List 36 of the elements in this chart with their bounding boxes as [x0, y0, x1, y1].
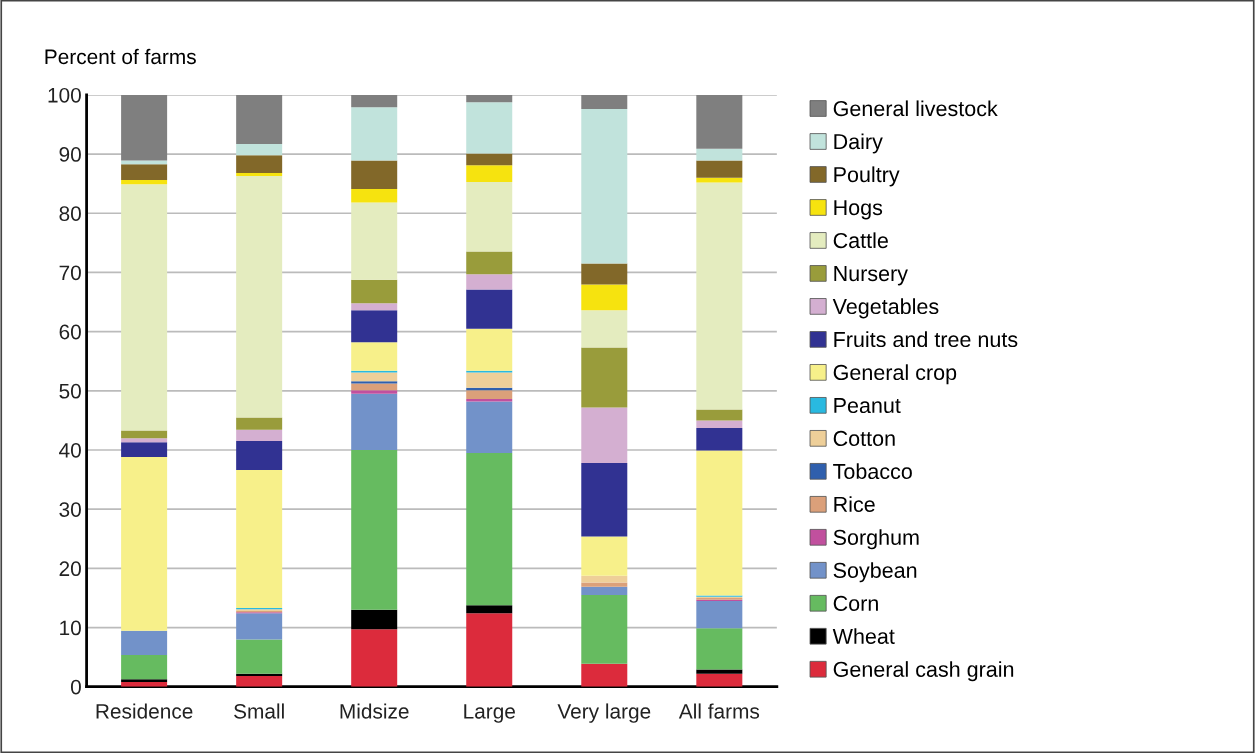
y-tick-label: 30 [59, 502, 81, 517]
legend-label: General crop [833, 364, 957, 385]
legend-label: Poultry [834, 166, 900, 187]
legend-label: Sorghum [833, 529, 919, 550]
x-tick-label: Midsize [340, 703, 409, 719]
legend-label: Cattle [833, 232, 888, 249]
y-tick-label: 20 [59, 561, 81, 577]
legend-label: General cash grain [833, 661, 1014, 682]
legend-label: Nursery [834, 266, 908, 286]
legend-label: Corn [833, 595, 878, 611]
x-tick-label: All farms [678, 703, 760, 719]
y-tick-label: 60 [59, 324, 81, 340]
legend-label: General livestock [833, 100, 998, 117]
legend-label: Tobacco [833, 463, 912, 480]
legend-label: Dairy [834, 133, 883, 154]
y-tick-label: 80 [59, 206, 81, 221]
y-tick-label: 40 [59, 442, 81, 458]
legend-label: Cotton [833, 430, 895, 447]
y-tick-label: 0 [70, 679, 81, 695]
legend-label: Fruits and tree nuts [834, 331, 1018, 348]
y-tick-label: 100 [48, 87, 81, 103]
legend-label: Soybean [833, 562, 917, 583]
x-tick-label: Small [234, 703, 284, 719]
legend-label: Hogs [834, 200, 883, 220]
y-tick-label: 90 [59, 147, 81, 162]
x-tick-label: Large [464, 704, 515, 723]
y-tick-label: 10 [60, 620, 81, 636]
legend-label: Peanut [834, 398, 901, 414]
y-tick-label: 70 [59, 265, 81, 281]
y-tick-label: 50 [59, 383, 81, 399]
x-tick-label: Very large [557, 703, 651, 723]
legend-label: Vegetables [832, 298, 939, 319]
x-tick-label: Residence [96, 703, 193, 719]
y-axis-title: Percent of farms [45, 48, 196, 65]
legend-label: Wheat [832, 628, 895, 644]
legend-label: Rice [834, 496, 875, 513]
